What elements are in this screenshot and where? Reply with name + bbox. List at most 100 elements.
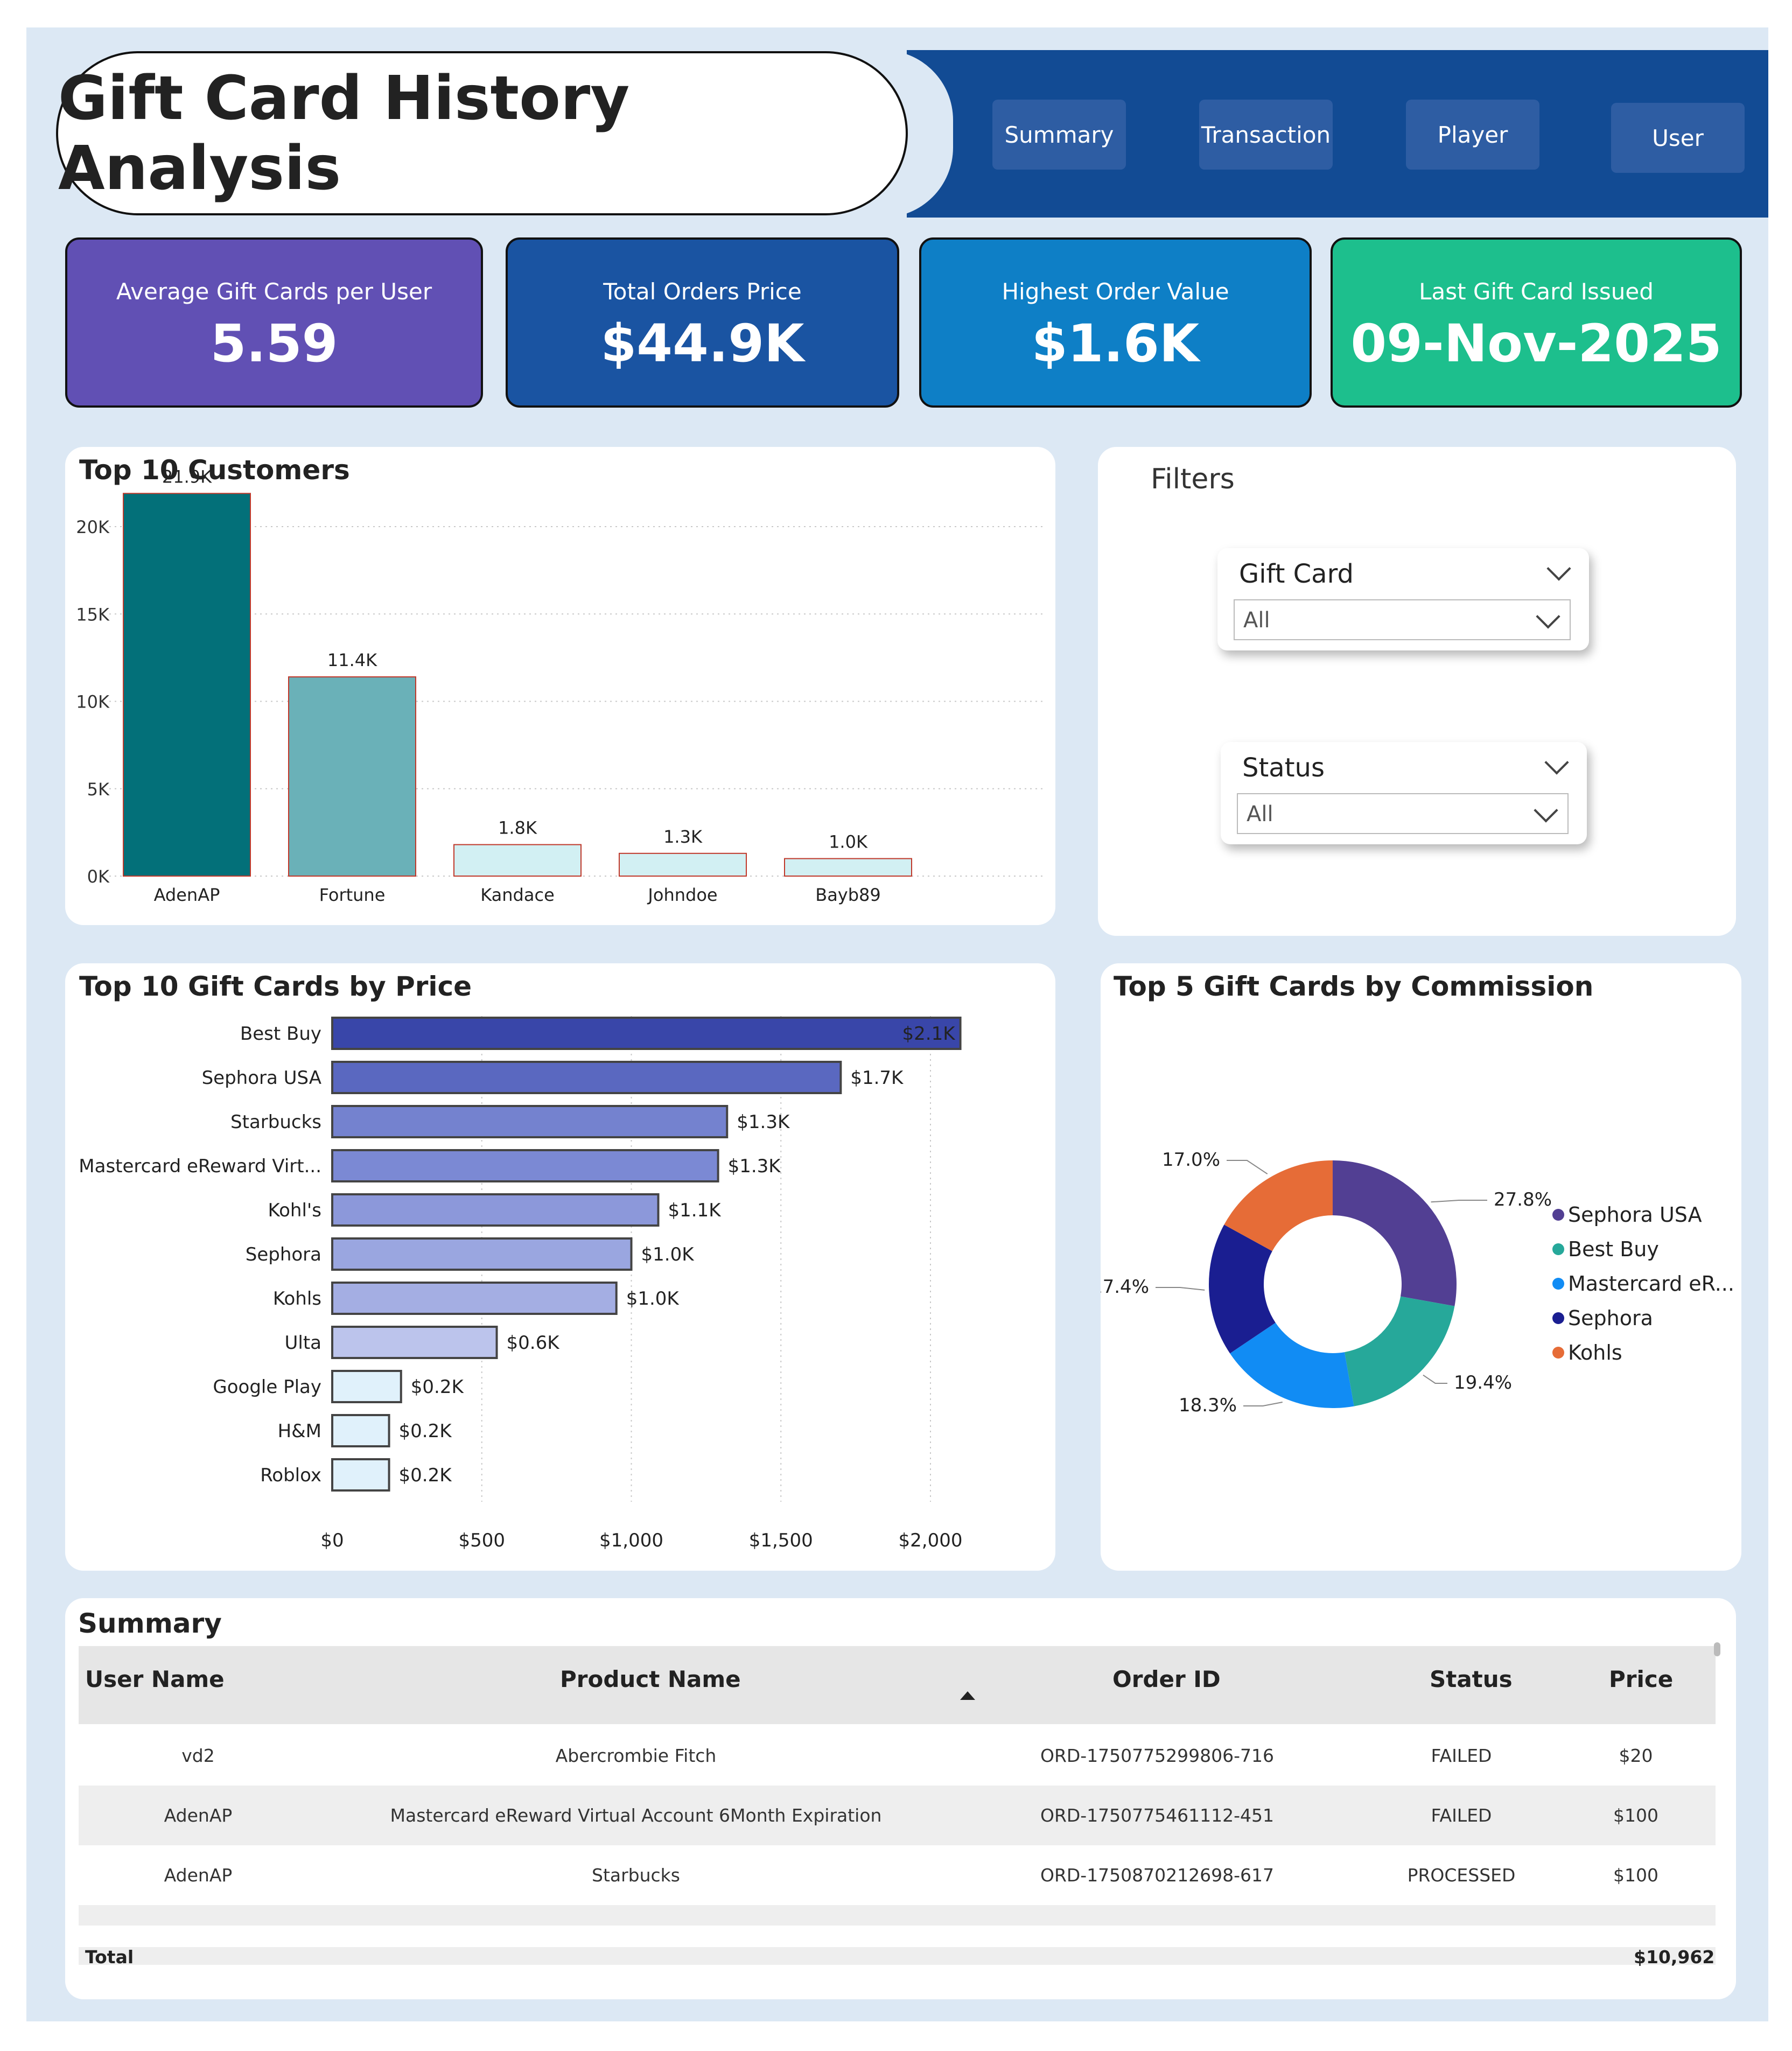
nav-player-button[interactable]: Player xyxy=(1406,100,1539,170)
kpi-avg-gift-cards: Average Gift Cards per User 5.59 xyxy=(65,237,483,408)
table-cell: AdenAP xyxy=(164,1865,233,1886)
bar xyxy=(331,1237,633,1271)
table-cell: $100 xyxy=(1613,1805,1658,1826)
nav-user-button[interactable]: User xyxy=(1611,103,1745,173)
legend-label: Sephora xyxy=(1568,1306,1653,1330)
nav-summary-button[interactable]: Summary xyxy=(992,100,1126,170)
table-cell: ORD-1750870212698-617 xyxy=(1040,1865,1275,1886)
status-filter[interactable]: Status All xyxy=(1221,742,1587,844)
total-value: $10,962 xyxy=(1634,1947,1715,1968)
status-filter-label: Status xyxy=(1242,753,1325,783)
donut-slice xyxy=(1333,1160,1457,1306)
kpi-label: Average Gift Cards per User xyxy=(116,278,432,305)
data-label: 17.4% xyxy=(1101,1276,1149,1298)
kpi-value: $44.9K xyxy=(600,313,804,374)
bar xyxy=(331,1326,498,1359)
bar xyxy=(123,493,251,877)
col-user-name[interactable]: User Name xyxy=(85,1666,225,1692)
bar xyxy=(331,1061,842,1094)
y-tick-label: 20K xyxy=(76,517,110,537)
status-select-value: All xyxy=(1247,802,1273,827)
leader-line xyxy=(1431,1200,1487,1203)
nav-transaction-button[interactable]: Transaction xyxy=(1199,100,1333,170)
table-row[interactable]: AdenAP Starbucks ORD-1750870212698-617 PROC… xyxy=(79,1845,1716,1905)
top-customers-title: Top 10 Customers xyxy=(79,454,350,486)
data-label: $1.3K xyxy=(737,1111,790,1133)
top-gift-cards-title: Top 10 Gift Cards by Price xyxy=(79,971,472,1002)
category-label: Roblox xyxy=(260,1465,321,1486)
gift-card-select[interactable]: All xyxy=(1234,599,1571,640)
table-row[interactable]: vd2 Abercrombie Fitch ORD-1750775299806-71… xyxy=(79,1726,1716,1786)
data-label: $0.6K xyxy=(507,1332,561,1354)
table-cell: Mastercard eReward Virtual Account 6Mont… xyxy=(390,1805,882,1826)
table-cell: AdenAP xyxy=(164,1805,233,1826)
category-label: Ulta xyxy=(285,1332,322,1354)
status-select[interactable]: All xyxy=(1237,793,1569,834)
legend-marker xyxy=(1552,1312,1564,1324)
donut-slice xyxy=(1224,1160,1333,1251)
commission-card: Top 5 Gift Cards by Commission 27.8% 19.4… xyxy=(1101,963,1741,1571)
table-cell: ORD-1750775299806-716 xyxy=(1040,1745,1275,1766)
x-tick-label: $0 xyxy=(320,1530,344,1551)
category-label: Kohl's xyxy=(268,1200,321,1221)
x-tick-label: $500 xyxy=(458,1530,505,1551)
legend-marker xyxy=(1552,1278,1564,1290)
kpi-value: 5.59 xyxy=(210,313,338,374)
chevron-down-icon[interactable] xyxy=(1534,798,1558,823)
bar xyxy=(784,858,912,877)
y-tick-label: 15K xyxy=(76,604,110,625)
kpi-label: Last Gift Card Issued xyxy=(1419,278,1654,305)
top-customers-chart: 0K 5K 10K 15K 20K 21.9K AdenAP 11.4K Fortune 1.8K… xyxy=(76,466,1045,905)
data-label: 1.8K xyxy=(498,818,537,838)
gift-card-filter[interactable]: Gift Card All xyxy=(1217,548,1589,650)
y-tick-label: 10K xyxy=(76,692,110,712)
legend-label: Best Buy xyxy=(1568,1237,1659,1261)
col-order-id[interactable]: Order ID xyxy=(1112,1666,1221,1692)
table-cell: Starbucks xyxy=(592,1865,680,1886)
bar xyxy=(331,1105,729,1138)
data-label: 19.4% xyxy=(1454,1372,1512,1394)
legend-marker xyxy=(1552,1209,1564,1221)
data-label: $1.3K xyxy=(728,1156,782,1177)
donut-slice xyxy=(1209,1224,1276,1354)
data-label: $2.1K xyxy=(902,1023,956,1045)
top-customers-card: Top 10 Customers 0K 5K 10K 15K 20K 21.9K AdenA… xyxy=(65,447,1055,925)
table-scrollbar[interactable] xyxy=(1714,1642,1720,1656)
leader-line xyxy=(1243,1401,1283,1406)
gift-card-select-value: All xyxy=(1243,608,1270,633)
bar xyxy=(331,1370,402,1403)
table-row[interactable]: AdenAP Mastercard eReward Virtual Account… xyxy=(79,1786,1716,1845)
leader-line xyxy=(1156,1287,1205,1291)
x-tick-label: Fortune xyxy=(319,885,386,905)
chevron-down-icon[interactable] xyxy=(1536,604,1560,629)
col-product-name[interactable]: Product Name xyxy=(560,1666,741,1692)
filters-card: Filters Gift Card All Status All xyxy=(1098,447,1736,936)
summary-title: Summary xyxy=(78,1608,222,1639)
commission-donut-chart: 27.8% 19.4% 18.3% 17.4% 17.0% Sephora USA Best… xyxy=(1101,1149,1734,1416)
chevron-down-icon[interactable] xyxy=(1546,556,1571,581)
category-label: Mastercard eReward Virt... xyxy=(79,1156,321,1177)
sort-ascending-icon[interactable] xyxy=(960,1691,975,1700)
x-tick-label: Bayb89 xyxy=(815,885,881,905)
col-price[interactable]: Price xyxy=(1609,1666,1674,1692)
bar xyxy=(331,1282,618,1315)
col-status[interactable]: Status xyxy=(1430,1666,1513,1692)
top-gift-cards-card: Top 10 Gift Cards by Price $0 $500 $1,000 $… xyxy=(65,963,1055,1571)
data-label: $0.2K xyxy=(411,1376,465,1398)
chevron-down-icon[interactable] xyxy=(1544,750,1569,775)
x-tick-label: AdenAP xyxy=(154,885,220,905)
data-label: $1.7K xyxy=(850,1067,904,1089)
data-label: 11.4K xyxy=(327,650,377,670)
x-tick-label: $2,000 xyxy=(899,1530,963,1551)
kpi-highest-order-value: Highest Order Value $1.6K xyxy=(919,237,1312,408)
table-cell: Abercrombie Fitch xyxy=(555,1745,717,1766)
commission-title: Top 5 Gift Cards by Commission xyxy=(1114,971,1594,1002)
data-label: 27.8% xyxy=(1494,1189,1552,1210)
leader-line xyxy=(1423,1374,1447,1384)
category-label: H&M xyxy=(278,1420,321,1442)
data-label: $1.1K xyxy=(668,1200,722,1221)
data-label: $1.0K xyxy=(626,1288,680,1310)
bar xyxy=(619,852,747,877)
category-label: Starbucks xyxy=(230,1111,321,1133)
bar xyxy=(331,1149,719,1182)
